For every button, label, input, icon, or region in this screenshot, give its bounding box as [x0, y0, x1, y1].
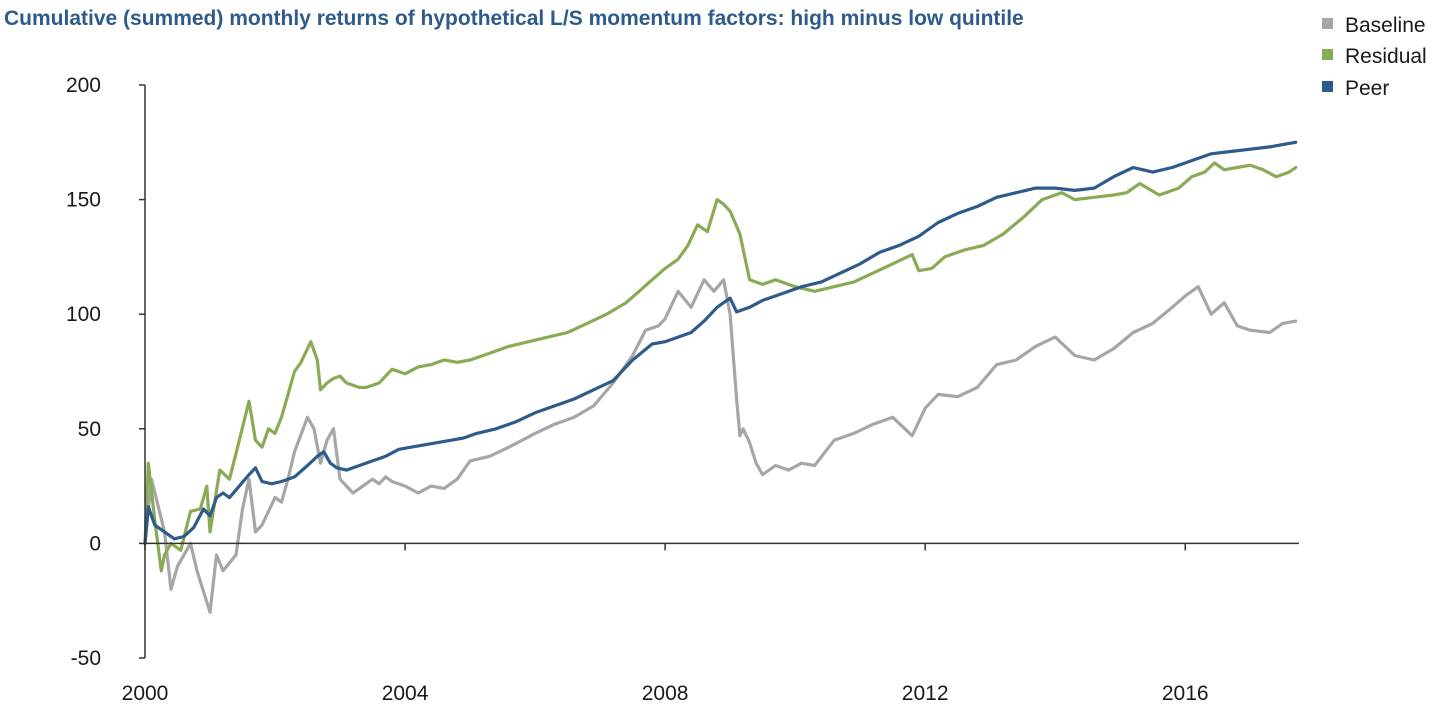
x-tick-label: 2016: [1162, 682, 1209, 705]
series-group: [143, 140, 1298, 614]
series-line-peer: [143, 140, 1298, 546]
y-tick-label: 150: [66, 189, 101, 212]
x-tick-label: 2004: [382, 682, 429, 705]
series-line-residual: [143, 161, 1298, 573]
axes: -50 0 50 100 150 200 2000 2004 2008 2012 2016: [66, 74, 1299, 705]
legend-label-baseline: Baseline: [1345, 14, 1426, 37]
y-tick-label: 0: [89, 532, 101, 555]
y-tick-label: 200: [66, 74, 101, 97]
series-line-baseline: [143, 278, 1298, 614]
y-tick-label: 100: [66, 303, 101, 326]
legend-swatch-peer: [1322, 81, 1333, 92]
legend-swatch-baseline: [1322, 18, 1333, 29]
chart-title: Cumulative (summed) monthly returns of h…: [4, 7, 1024, 30]
legend-label-residual: Residual: [1345, 45, 1427, 68]
x-tick-label: 2008: [642, 682, 689, 705]
legend-label-peer: Peer: [1345, 77, 1389, 100]
legend: Baseline Residual Peer: [1322, 14, 1427, 100]
x-tick-label: 2012: [902, 682, 949, 705]
x-tick-label: 2000: [122, 682, 169, 705]
y-tick-label: -50: [71, 647, 101, 670]
legend-swatch-residual: [1322, 49, 1333, 60]
y-tick-label: 50: [78, 418, 101, 441]
